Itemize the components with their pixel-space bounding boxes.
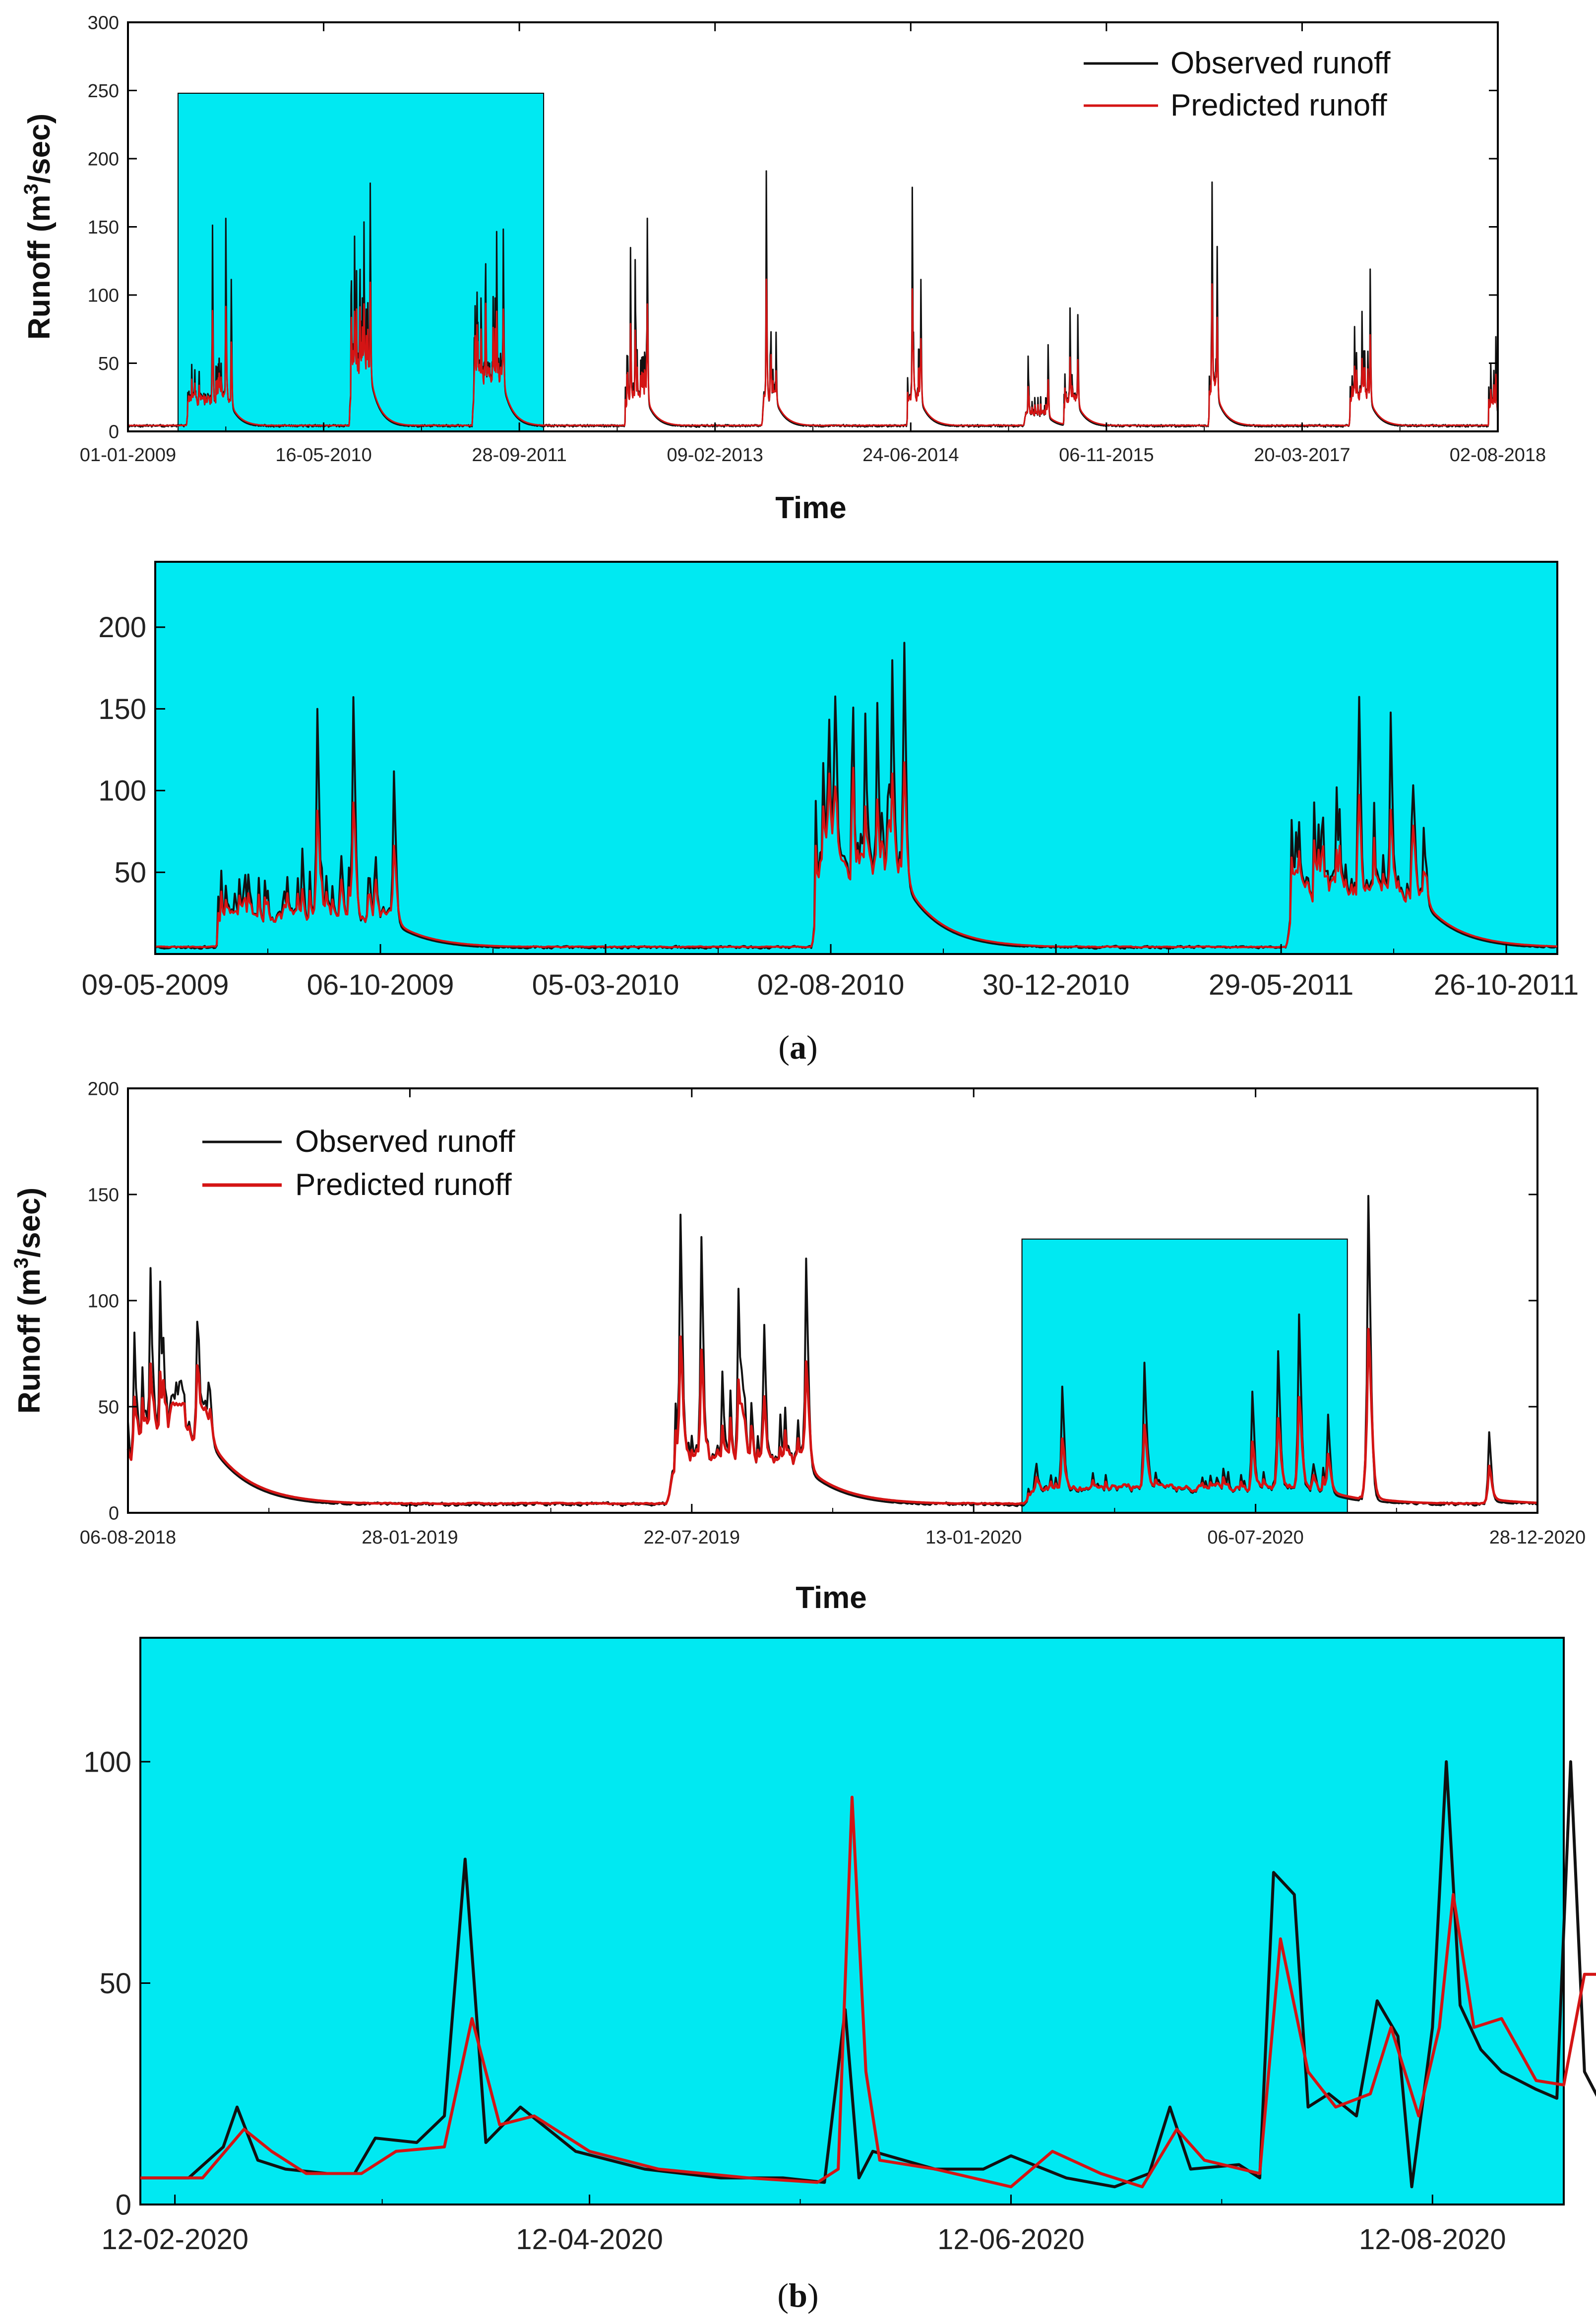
y-tick-label: 50	[98, 1397, 119, 1418]
x-tick-label: 02-08-2010	[757, 969, 905, 1001]
x-axis-title: Time	[796, 1581, 867, 1615]
x-tick-label: 02-08-2018	[1450, 445, 1546, 466]
legend: Observed runoff Predicted runoff	[1084, 46, 1391, 122]
y-tick-label: 150	[98, 693, 146, 725]
y-tick-label: 250	[88, 81, 119, 102]
zoom-background	[139, 1637, 1565, 2205]
x-tick-label: 01-01-2009	[80, 445, 176, 466]
y-axis-title: Runoff (m3/sec)	[10, 1188, 47, 1414]
y-tick-label: 100	[98, 775, 146, 807]
y-tick-label: 200	[98, 611, 146, 644]
zoom-background	[154, 561, 1558, 955]
x-tick-label: 26-10-2011	[1434, 969, 1579, 1001]
x-tick-label: 30-12-2010	[982, 969, 1130, 1001]
x-tick-label: 06-10-2009	[307, 969, 454, 1001]
y-tick-label: 150	[88, 217, 119, 238]
x-tick-label: 09-05-2009	[82, 969, 229, 1001]
x-tick-label: 28-01-2019	[362, 1527, 458, 1548]
x-tick-label: 06-11-2015	[1059, 445, 1154, 466]
y-tick-label: 100	[83, 1746, 131, 1778]
x-tick-label: 12-08-2020	[1359, 2223, 1506, 2256]
chart-b-zoom: 0 50 100 12-02-2020 12-04-2020 12-06-2020 12-0…	[83, 1637, 1596, 2256]
series-group	[155, 642, 1558, 950]
axes: 0 50 100 150 200 06-08-2018 28-01-2019 22-07-20…	[80, 1078, 1586, 1548]
series-group	[140, 1760, 1596, 2189]
axes: 0 50 100 12-02-2020 12-04-2020 12-06-2020 12-0…	[83, 1746, 1506, 2256]
series-group	[126, 1194, 1538, 1507]
x-tick-label: 09-02-2013	[667, 445, 763, 466]
chart-a-zoom: 50 100 150 200 09-05-2009 06-10-2009 05-03-201…	[82, 561, 1579, 1001]
legend-label-observed: Observed runoff	[295, 1125, 515, 1159]
x-tick-label: 28-09-2011	[472, 445, 567, 466]
chart-b-top: 0 50 100 150 200 06-08-2018 28-01-2019 22-07-20…	[10, 1078, 1586, 1615]
series-group	[127, 170, 1499, 428]
x-tick-label: 12-04-2020	[516, 2223, 663, 2256]
x-tick-label: 16-05-2010	[275, 445, 371, 466]
predicted-runoff-line	[126, 1327, 1538, 1505]
y-tick-label: 0	[109, 1503, 119, 1524]
x-tick-label: 06-07-2020	[1207, 1527, 1303, 1548]
observed-runoff-line	[140, 1760, 1596, 2189]
highlight-region	[1021, 1238, 1348, 1513]
y-tick-label: 50	[114, 857, 146, 889]
predicted-runoff-line	[140, 1795, 1596, 2189]
y-tick-label: 0	[109, 421, 119, 442]
x-axis-title: Time	[775, 491, 847, 525]
x-tick-label: 28-12-2020	[1489, 1527, 1586, 1548]
x-tick-label: 12-02-2020	[101, 2223, 248, 2256]
x-tick-label: 06-08-2018	[80, 1527, 176, 1548]
y-tick-label: 0	[116, 2189, 131, 2221]
legend-label-predicted: Predicted runoff	[295, 1168, 512, 1202]
y-tick-label: 200	[88, 1078, 119, 1099]
x-tick-label: 13-01-2020	[925, 1527, 1022, 1548]
predicted-runoff-line	[127, 278, 1499, 427]
y-tick-label: 50	[98, 354, 119, 374]
y-tick-label: 200	[88, 149, 119, 170]
y-tick-label: 50	[99, 1967, 131, 2000]
legend: Observed runoff Predicted runoff	[202, 1125, 515, 1202]
x-tick-label: 20-03-2017	[1254, 445, 1350, 466]
axes: 50 100 150 200 09-05-2009 06-10-2009 05-03-201…	[82, 611, 1579, 1001]
y-tick-label: 100	[88, 285, 119, 306]
axes: 0 50 100 150 200 250 300 01-01-2009 16-05-2010 28…	[80, 12, 1546, 466]
y-tick-label: 100	[88, 1291, 119, 1311]
panel-label-a: (a)	[778, 1028, 817, 1066]
panel-label-b: (b)	[777, 2276, 818, 2314]
predicted-runoff-line	[155, 761, 1558, 949]
chart-a-top: 0 50 100 150 200 250 300 01-01-2009 16-05-2010 28…	[20, 12, 1546, 525]
x-tick-label: 05-03-2010	[532, 969, 679, 1001]
y-tick-label: 300	[88, 12, 119, 33]
legend-label-predicted: Predicted runoff	[1170, 88, 1387, 122]
x-tick-label: 22-07-2019	[644, 1527, 740, 1548]
x-tick-label: 24-06-2014	[862, 445, 959, 466]
y-axis-title: Runoff (m3/sec)	[20, 114, 57, 340]
x-tick-label: 29-05-2011	[1209, 969, 1353, 1001]
legend-label-observed: Observed runoff	[1170, 46, 1391, 80]
x-tick-label: 12-06-2020	[937, 2223, 1085, 2256]
y-tick-label: 150	[88, 1185, 119, 1205]
